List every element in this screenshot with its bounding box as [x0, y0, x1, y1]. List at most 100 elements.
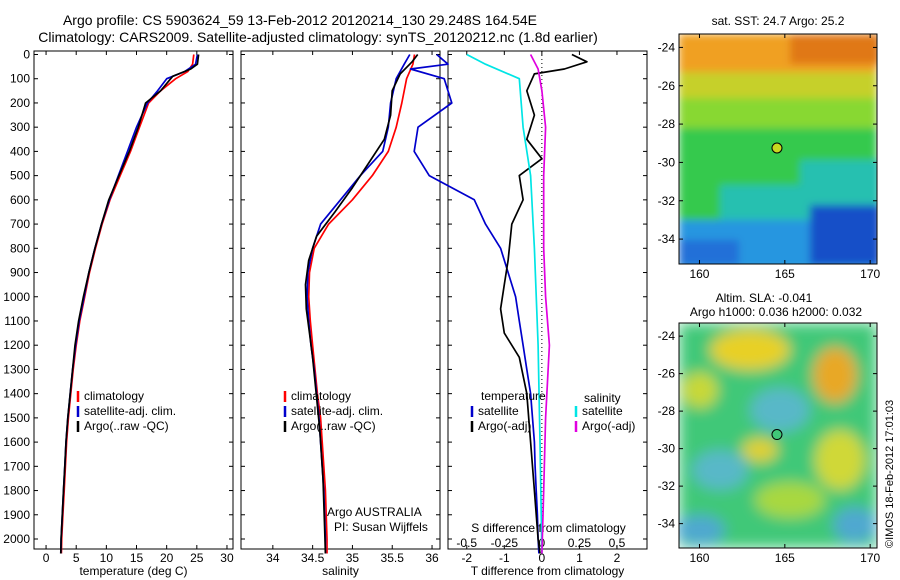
sst-map-xtick-label: 170 — [860, 267, 880, 281]
sla-map-subtitle: Argo h1000: 0.036 h2000: 0.032 — [690, 305, 862, 319]
difference-series-1 — [499, 53, 588, 554]
difference-axis-label: T difference from climatology — [471, 564, 625, 578]
depth-tick-label: 1500 — [3, 411, 30, 425]
depth-tick-label: 1200 — [3, 338, 30, 352]
sst-map-ytick-label: -30 — [658, 155, 676, 169]
difference-series-3 — [529, 54, 551, 554]
temperature-xtick-label: 10 — [100, 551, 114, 565]
sst-map-frame — [678, 33, 878, 265]
depth-tick-label: 700 — [10, 217, 30, 231]
sla-map-ytick-label: -32 — [658, 479, 676, 493]
depth-tick-label: 1000 — [3, 290, 30, 304]
sla-map-title: Altim. SLA: -0.041 — [716, 291, 813, 305]
temperature-panel: 0 100 200 300 400 500 600 700 800 900 1000 1100 1200… — [3, 48, 234, 579]
depth-tick-label: 800 — [10, 241, 30, 255]
sst-map-panel: sat. SST: 24.7 Argo: 25.2 160 165 170 -24 -2… — [658, 14, 881, 281]
diff-legend-label: satellite — [478, 404, 519, 418]
temperature-xtick-label: 30 — [220, 551, 234, 565]
temperature-legend-label: Argo(..raw -QC) — [84, 419, 169, 433]
depth-tick-label: 600 — [10, 193, 30, 207]
sst-map-title: sat. SST: 24.7 Argo: 25.2 — [712, 14, 845, 28]
depth-tick-label: 1400 — [3, 387, 30, 401]
salinity-series-0 — [307, 54, 416, 554]
salinity-diff-axis-label: S difference from climatology — [471, 521, 626, 535]
temperature-xtick-label: 20 — [160, 551, 174, 565]
difference-frame — [447, 50, 648, 550]
sla-map-xtick-label: 170 — [860, 551, 880, 565]
depth-tick-label: 2000 — [3, 532, 30, 546]
salinity-xtick-label: 35.5 — [381, 551, 405, 565]
pi-label: PI: Susan Wijffels — [334, 520, 428, 534]
sla-map-ytick-label: -28 — [658, 404, 676, 418]
salinity-axis-label: salinity — [322, 564, 359, 578]
salinity-diff-tick-label: -0.5 — [456, 536, 477, 550]
difference-series-0 — [409, 53, 540, 554]
depth-tick-label: 1800 — [3, 484, 30, 498]
salinity-xtick-label: 34.5 — [301, 551, 325, 565]
argo-program-label: Argo AUSTRALIA — [327, 505, 422, 519]
salinity-frame — [240, 50, 441, 550]
sst-map-ytick-label: -28 — [658, 117, 676, 131]
diff-legend-label: satellite — [582, 404, 623, 418]
sla-map-ytick-label: -34 — [658, 517, 676, 531]
temperature-series-2 — [59, 54, 200, 554]
sla-map-ytick-label: -26 — [658, 367, 676, 381]
sst-map-ytick-label: -24 — [658, 40, 676, 54]
salinity-series-2 — [304, 53, 419, 554]
sla-map-panel: Altim. SLA: -0.041 Argo h1000: 0.036 h20… — [658, 291, 881, 565]
depth-tick-label: 100 — [10, 72, 30, 86]
depth-tick-label: 900 — [10, 266, 30, 280]
depth-tick-label: 1100 — [4, 314, 30, 328]
legend-temperature-title: temperature — [481, 389, 546, 403]
temperature-axis-label: temperature (deg C) — [79, 564, 187, 578]
depth-tick-label: 0 — [23, 48, 30, 62]
depth-tick-label: 1600 — [3, 435, 30, 449]
depth-tick-label: 400 — [10, 144, 30, 158]
salinity-legend-label: Argo(..raw -QC) — [291, 419, 376, 433]
depth-tick-label: 200 — [10, 96, 30, 110]
difference-xtick-label: -1 — [499, 551, 510, 565]
salinity-xtick-label: 35 — [346, 551, 360, 565]
salinity-xtick-label: 36 — [425, 551, 439, 565]
temperature-xtick-label: 15 — [130, 551, 144, 565]
depth-tick-label: 1300 — [3, 362, 30, 376]
difference-series-2 — [466, 53, 543, 554]
depth-tick-label: 1700 — [3, 459, 30, 473]
figure-title-line2: Climatology: CARS2009. Satellite-adjuste… — [38, 29, 598, 45]
difference-panel: -2 -1 0 1 2-0.5 -0.25 0 0.25 0.5S difference fro… — [409, 50, 648, 578]
sla-map-frame — [678, 322, 878, 549]
temperature-legend-label: satellite-adj. clim. — [84, 404, 176, 418]
imos-credit: ©IMOS 18-Feb-2012 17:01:03 — [884, 400, 896, 548]
sla-map-xtick-label: 160 — [689, 551, 709, 565]
temperature-legend-label: climatology — [84, 389, 144, 403]
salinity-diff-tick-label: 0.5 — [609, 536, 626, 550]
salinity-legend-label: satellite-adj. clim. — [291, 404, 383, 418]
sst-map-xtick-label: 165 — [775, 267, 795, 281]
sla-map-ytick-label: -24 — [658, 329, 676, 343]
temperature-xtick-label: 25 — [190, 551, 204, 565]
difference-xtick-label: -2 — [461, 551, 472, 565]
salinity-diff-tick-label: 0.25 — [568, 536, 592, 550]
difference-xtick-label: 0 — [539, 551, 546, 565]
salinity-xtick-label: 34 — [266, 551, 280, 565]
sla-map-xtick-label: 165 — [775, 551, 795, 565]
diff-legend-label: Argo(-adj) — [582, 419, 635, 433]
sst-map-ytick-label: -26 — [658, 79, 676, 93]
difference-xtick-label: 2 — [614, 551, 621, 565]
depth-tick-label: 500 — [10, 169, 30, 183]
sst-map-ytick-label: -32 — [658, 194, 676, 208]
legend-salinity-title: salinity — [584, 391, 621, 405]
sla-map-ytick-label: -30 — [658, 442, 676, 456]
sst-map-argo-marker — [771, 142, 783, 154]
temperature-frame — [33, 50, 234, 550]
difference-xtick-label: 1 — [576, 551, 583, 565]
figure-title-line1: Argo profile: CS 5903624_59 13-Feb-2012 … — [63, 12, 537, 28]
salinity-diff-tick-label: -0.25 — [491, 536, 519, 550]
salinity-panel: 34 34.5 35 35.5 36 salinity climatologysatelli… — [240, 50, 441, 578]
salinity-legend-label: climatology — [291, 389, 351, 403]
depth-tick-label: 300 — [10, 120, 30, 134]
sla-map-argo-marker — [771, 429, 783, 441]
sst-map-ytick-label: -34 — [658, 232, 676, 246]
depth-tick-label: 1900 — [3, 508, 30, 522]
